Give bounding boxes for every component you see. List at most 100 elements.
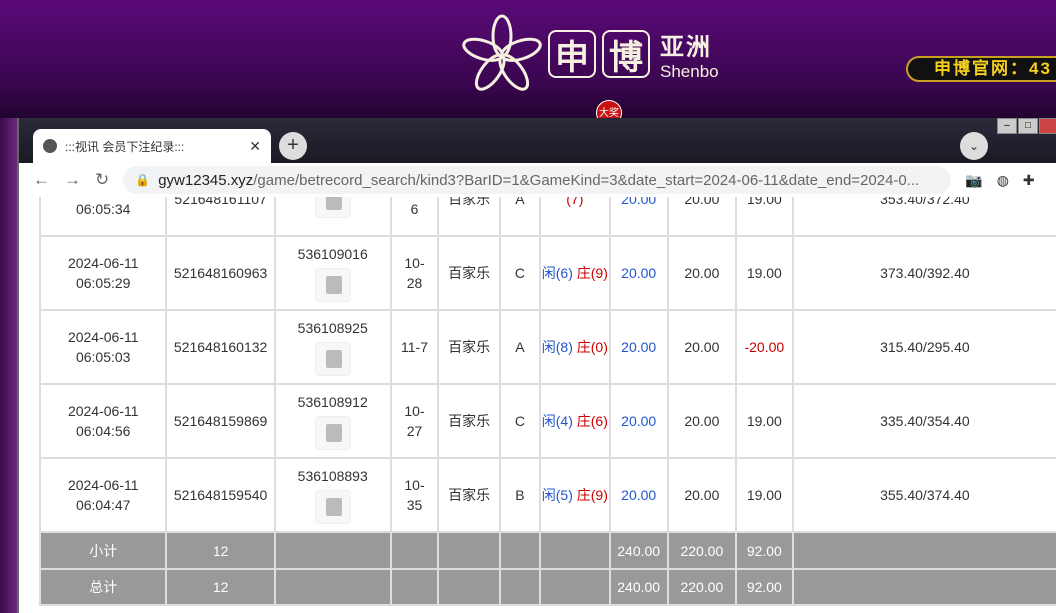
date: 2024-06-11 (67, 403, 139, 419)
game-type: 百家乐 (437, 309, 501, 385)
bet-amount[interactable]: 20.00 (608, 457, 669, 533)
banker-result: 庄(9) (576, 265, 608, 281)
banker-result: 庄(0) (576, 339, 608, 355)
bet-id: 521648159540 (165, 457, 276, 533)
bet-amount[interactable]: 20.00 (608, 383, 669, 459)
round-id: 536109016 (297, 246, 368, 262)
game-result: 闲(6) 庄(9) (539, 235, 611, 311)
logo-char: 博 (602, 30, 650, 78)
empty (273, 531, 392, 570)
video-replay-icon[interactable] (314, 416, 351, 450)
url-path: /game/betrecord_search/kind3?BarID=1&Gam… (253, 171, 920, 189)
tab-bar: :::视讯 会员下注纪录::: ✕ + ⌄ – □ (19, 118, 1056, 163)
table-no-b: 6 (410, 201, 419, 217)
forward-icon[interactable]: → (64, 170, 81, 189)
bet-time: 2024-06-11 06:05:03 (38, 309, 168, 385)
site-header: 申 博 亚洲 Shenbo 申博官网：43 大奖 (0, 0, 1056, 126)
table-no-a: 10- (404, 403, 425, 419)
round-cell: 536109016 (273, 235, 392, 311)
valid-amount: 20.00 (666, 457, 737, 533)
extension-globe-icon[interactable]: ◍ (996, 171, 1009, 188)
empty (273, 568, 392, 606)
banker-result: 庄(9) (576, 487, 608, 503)
video-replay-icon[interactable] (314, 197, 351, 218)
table-no-b: 27 (406, 423, 423, 439)
empty (437, 568, 501, 606)
win-loss: 19.00 (734, 197, 794, 237)
table-no-a: 11-7 (401, 339, 428, 355)
valid-amount: 20.00 (666, 309, 737, 385)
sum-valid: 220.00 (666, 531, 737, 570)
puzzle-extensions-icon[interactable]: ✚ (1022, 171, 1035, 188)
balance: 355.40/374.40 (791, 457, 1056, 533)
close-tab-icon[interactable]: ✕ (249, 137, 261, 154)
seat: B (498, 457, 542, 533)
tab-search-chevron-icon[interactable]: ⌄ (960, 132, 988, 160)
player-result: 闲(5) (541, 487, 573, 503)
browser-tab[interactable]: :::视讯 会员下注纪录::: ✕ (33, 129, 271, 163)
sum-valid: 220.00 (666, 568, 737, 606)
win-loss: 19.00 (734, 457, 794, 533)
table-no: 10- 27 (389, 383, 440, 459)
empty (791, 568, 1056, 606)
table-row: 2024-06-11 06:04:56 521648159869 53610891… (38, 383, 1056, 459)
sum-bet: 240.00 (608, 568, 669, 606)
reload-icon[interactable]: ↻ (95, 170, 110, 189)
shenbo-logo[interactable]: 申 博 亚洲 Shenbo (462, 14, 719, 94)
banker-result: 庄(6) (576, 413, 608, 429)
time: 06:04:56 (75, 423, 131, 439)
url-host: gyw12345.xyz (158, 171, 254, 189)
valid-amount: 20.00 (666, 235, 737, 311)
sum-result: 92.00 (734, 531, 794, 570)
flower-logo-icon (462, 14, 542, 91)
table-no-b: 28 (406, 275, 423, 291)
sum-label: 小计 (38, 531, 168, 570)
game-type: 百家乐 (437, 457, 501, 533)
valid-amount: 20.00 (666, 383, 737, 459)
video-replay-icon[interactable] (314, 490, 351, 524)
minimize-button[interactable]: – (997, 118, 1017, 134)
bet-id: 521648161107 (165, 197, 276, 237)
empty (539, 568, 611, 606)
empty (437, 531, 501, 570)
player-result: 闲(6) (541, 265, 573, 281)
empty (389, 568, 440, 606)
empty (539, 531, 611, 570)
official-url-banner: 申博官网：43 (906, 56, 1056, 82)
sum-bet: 240.00 (608, 531, 669, 570)
bet-amount[interactable]: 20.00 (608, 309, 669, 385)
table-row: 2024-06-11 06:05:03 521648160132 53610892… (38, 309, 1056, 385)
empty (389, 531, 440, 570)
close-window-button[interactable] (1039, 118, 1056, 134)
address-bar[interactable]: 🔒 gyw12345.xyz/game/betrecord_search/kin… (123, 166, 952, 194)
page-content: 06:05:34 521648161107 11-6 百家乐 A (7) 20.… (19, 197, 1056, 613)
time: 06:05:03 (75, 349, 131, 365)
bet-amount[interactable]: 20.00 (608, 197, 669, 237)
game-type: 百家乐 (437, 197, 501, 237)
back-icon[interactable]: ← (33, 170, 50, 189)
maximize-button[interactable]: □ (1018, 118, 1038, 134)
bet-time: 2024-06-11 06:04:56 (38, 383, 168, 459)
round-id: 536108912 (297, 394, 368, 410)
round-cell: 536108925 (273, 309, 392, 385)
table-no: 10- 35 (389, 457, 440, 533)
video-replay-icon[interactable] (314, 268, 351, 302)
lock-icon[interactable]: 🔒 (135, 173, 151, 187)
balance: 315.40/295.40 (791, 309, 1056, 385)
seat: A (498, 309, 542, 385)
bet-amount[interactable]: 20.00 (608, 235, 669, 311)
valid-amount: 20.00 (666, 197, 737, 237)
win-loss: -20.00 (734, 309, 794, 385)
globe-icon (43, 139, 57, 153)
camera-icon[interactable]: 📷 (965, 171, 983, 188)
video-replay-icon[interactable] (314, 342, 351, 376)
round-cell: 536108912 (273, 383, 392, 459)
date: 2024-06-11 (67, 477, 139, 493)
balance: 335.40/354.40 (791, 383, 1056, 459)
table-row: 2024-06-11 06:04:47 521648159540 53610889… (38, 457, 1056, 533)
table-no-a: 10- (404, 255, 425, 271)
game-result: 闲(4) 庄(6) (539, 383, 611, 459)
new-tab-button[interactable]: + (279, 132, 307, 160)
nav-bar: ← → ↻ 🔒 gyw12345.xyz/game/betrecord_sear… (19, 163, 1056, 197)
game-result: 闲(8) 庄(0) (539, 309, 611, 385)
